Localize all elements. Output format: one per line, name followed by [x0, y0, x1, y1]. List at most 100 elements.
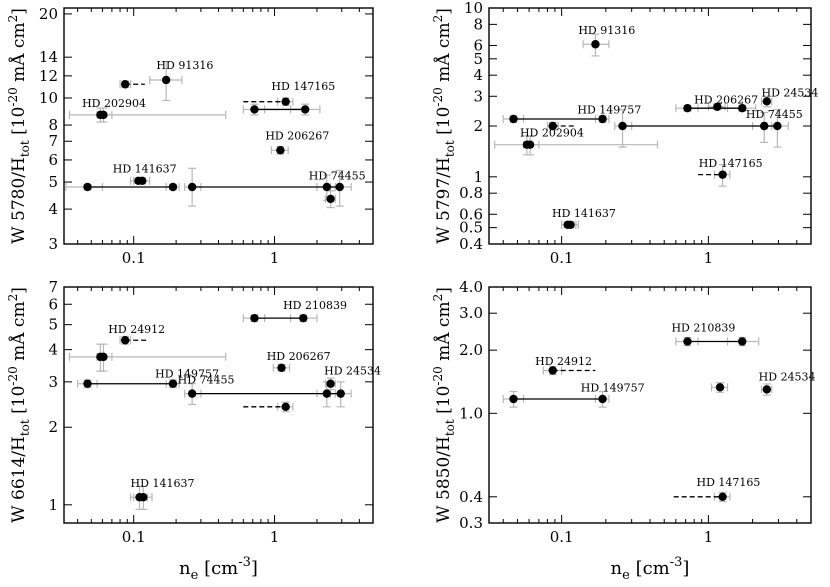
star-label: HD 74455	[746, 108, 803, 121]
data-point	[683, 103, 692, 113]
y-tick-label: 3	[48, 373, 58, 391]
star-label: HD 206267	[265, 130, 329, 143]
x-tick-label: 0.1	[550, 249, 574, 267]
data-point	[760, 121, 769, 131]
data-point	[138, 176, 147, 186]
y-tick-label: 4	[473, 66, 483, 84]
data-point	[566, 220, 575, 229]
x-tick-label: 1	[704, 249, 714, 267]
panel-p3: 0.1 1 1 2 3 4 5 67 W 6614/Htot [10-20 mÅ cm2] ne …	[6, 278, 381, 583]
star-label: HD 24912	[108, 323, 165, 336]
data-point	[326, 379, 335, 388]
data-point	[99, 352, 108, 362]
data-point	[161, 75, 171, 85]
star-label: HD 24534	[762, 86, 819, 99]
y-tick-label: 6	[48, 151, 58, 169]
data-point	[99, 110, 108, 120]
x-tick-label: 1	[270, 249, 280, 267]
plot-frame	[488, 286, 812, 524]
star-label: HD 141637	[131, 477, 195, 490]
data-point	[187, 182, 197, 192]
data-point	[281, 402, 290, 412]
y-tick-label: 0.6	[459, 205, 483, 223]
y-tick-label: 8	[48, 116, 58, 134]
y-axis-label: W 5850/Htot [10-20 mÅ cm2]	[431, 287, 457, 523]
star-label: HD 210839	[671, 322, 735, 335]
data-point	[299, 313, 308, 323]
y-tick-label: 5	[48, 316, 58, 334]
star-label: HD 202904	[520, 127, 584, 140]
y-tick-label: 0.4	[459, 488, 483, 506]
data-point	[548, 366, 557, 375]
y-tick-label: 5	[48, 173, 58, 191]
y-tick-label: 0.5	[459, 219, 483, 237]
data-point	[336, 389, 345, 398]
data-point	[618, 121, 627, 131]
y-axis-label: W 5797/Htot [10-20 mÅ cm2]	[431, 8, 457, 244]
star-label: HD 24534	[759, 371, 816, 384]
data-point	[83, 182, 92, 192]
data-point	[139, 493, 148, 502]
star-label: HD 149757	[581, 382, 645, 395]
y-tick-label: 0.4	[459, 235, 483, 253]
data-point	[281, 97, 290, 106]
y-tick-label: 12	[39, 67, 58, 85]
star-label: HD 202904	[82, 97, 146, 110]
data-point	[326, 194, 335, 204]
y-tick-label: 20	[39, 5, 58, 23]
y-axis-label: W 6614/Htot [10-20 mÅ cm2]	[6, 287, 32, 523]
y-axis-label: W 5780/Htot [10-20 mÅ cm2]	[6, 8, 32, 244]
star-label: HD 141637	[552, 207, 616, 220]
star-label: HD 149757	[577, 104, 641, 117]
data-point	[762, 385, 772, 394]
x-tick-label: 0.1	[122, 249, 146, 267]
data-point	[250, 105, 259, 114]
data-point	[322, 182, 332, 192]
y-tick-label: 10	[39, 89, 58, 107]
data-point	[300, 105, 310, 114]
y-tick-label: 4	[48, 341, 58, 359]
y-tick-label: 4.0	[459, 278, 483, 296]
data-point	[322, 389, 332, 398]
data-point	[591, 40, 600, 49]
data-point	[738, 103, 747, 113]
y-tick-label: 3.0	[459, 304, 483, 322]
y-tick-label: 2.0	[459, 341, 483, 359]
x-tick-label: 0.1	[550, 528, 574, 546]
data-point	[598, 114, 607, 124]
y-tick-label: 2	[48, 418, 58, 436]
star-label: HD 210839	[283, 299, 347, 312]
star-label: HD 74455	[178, 373, 235, 386]
data-point	[715, 383, 725, 392]
data-point	[718, 492, 727, 501]
data-point	[250, 313, 259, 323]
data-point	[683, 337, 692, 346]
y-tick-label: 8	[473, 15, 483, 33]
data-point	[276, 146, 285, 155]
y-tick-label: 3	[473, 87, 483, 105]
y-tick-label: 1.0	[459, 404, 483, 422]
data-point	[187, 389, 197, 398]
y-tick-label: 6	[48, 295, 58, 313]
data-point	[509, 114, 518, 124]
data-point	[525, 140, 535, 149]
y-tick-label: 10	[464, 0, 483, 17]
star-label: HD 206267	[267, 350, 331, 363]
star-label: HD 147165	[697, 476, 761, 489]
star-label: HD 91316	[156, 59, 213, 72]
x-tick-label: 1	[704, 528, 714, 546]
data-point	[83, 379, 92, 388]
data-point	[168, 379, 178, 388]
y-tick-label: 3	[48, 235, 58, 253]
star-label: HD 74455	[309, 170, 366, 183]
y-tick-label: 14	[39, 48, 58, 66]
data-point	[718, 170, 727, 179]
data-point	[598, 394, 607, 404]
data-point	[168, 182, 178, 192]
star-label: HD 147165	[271, 80, 335, 93]
y-tick-label: 6	[473, 36, 483, 54]
y-tick-label: 2	[473, 117, 483, 135]
